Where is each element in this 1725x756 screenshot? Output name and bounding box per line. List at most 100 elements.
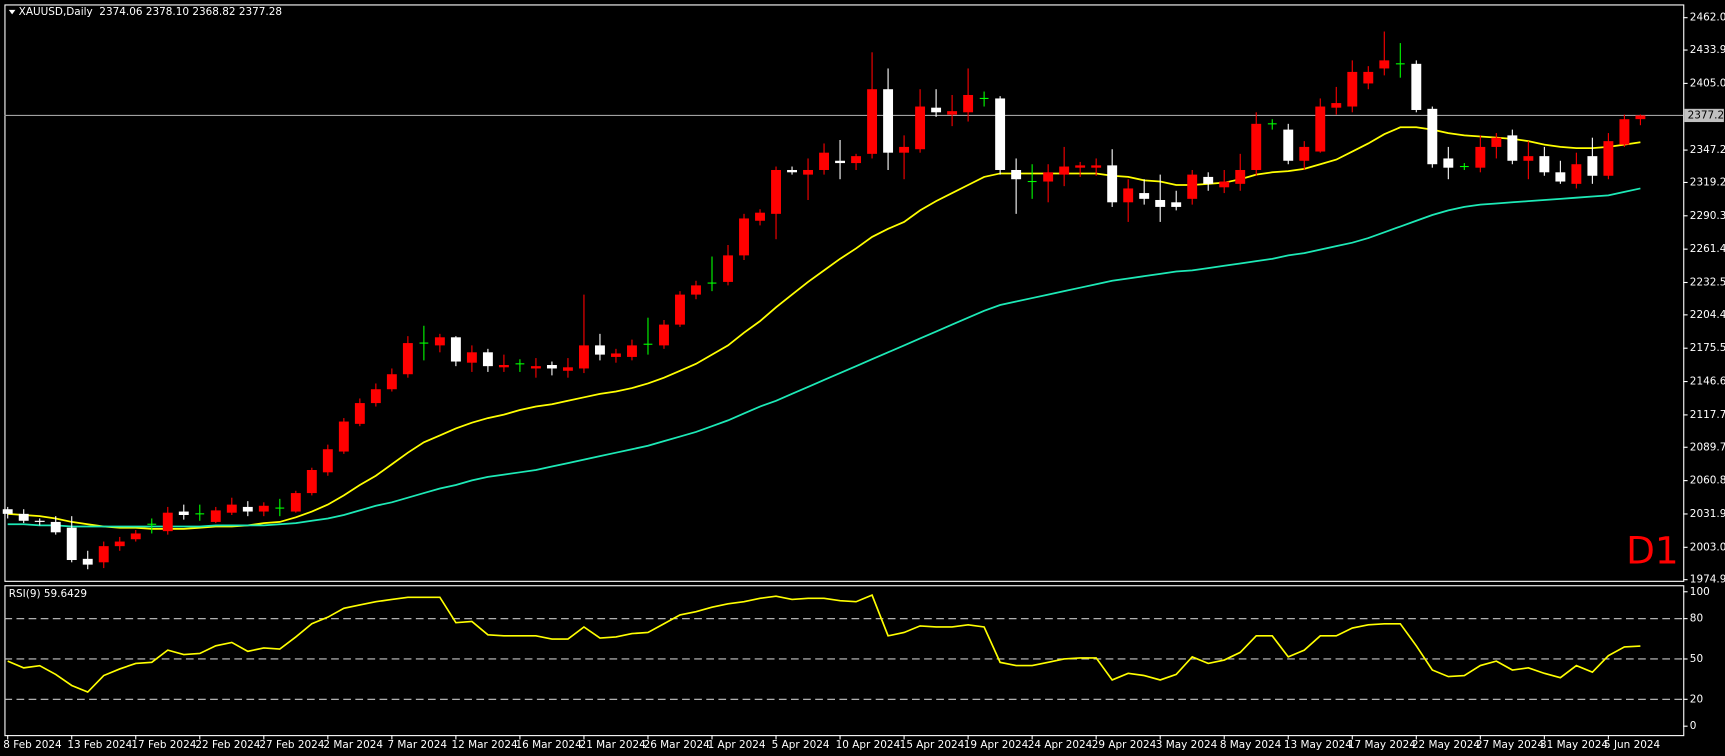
moving-average-line	[7, 187, 1641, 528]
y-tick-label: 2031.90	[1690, 508, 1725, 520]
candle-body	[1107, 165, 1118, 203]
y-tick-label: 2290.30	[1690, 210, 1725, 222]
candle-body	[851, 156, 862, 164]
candle-body	[1363, 71, 1374, 84]
x-tick-label: 17 Feb 2024	[131, 739, 196, 751]
x-tick-label: 8 May 2024	[1220, 739, 1282, 751]
candle-body	[2, 509, 13, 514]
plot-layer: 2462.00 2433.95 2405.05 2347.25 2319.20 2290.…	[2, 12, 1725, 751]
candle-body	[787, 169, 797, 173]
candle-body	[482, 352, 493, 367]
y-tick-label: 2433.95	[1690, 44, 1725, 56]
y-tick-label: 2347.25	[1690, 144, 1725, 156]
candle-body	[1315, 106, 1326, 152]
y-tick-label: 1974.95	[1690, 574, 1725, 586]
candle-body	[114, 541, 125, 547]
y-tick-label: 2117.75	[1690, 409, 1725, 421]
rsi-title: RSI(9) 59.6429	[9, 588, 87, 600]
candle-body	[434, 337, 445, 346]
candle-body	[1219, 181, 1230, 188]
candle-body	[1059, 166, 1070, 175]
candle-body	[1251, 123, 1262, 170]
candle-body	[242, 506, 253, 512]
candle-body	[562, 367, 573, 371]
candle-body	[1203, 176, 1214, 184]
candle-body	[1491, 137, 1502, 147]
x-tick-label: 1 Apr 2024	[708, 739, 766, 751]
candle-body	[1011, 169, 1022, 180]
candle-body	[819, 152, 830, 170]
x-tick-label: 19 Apr 2024	[964, 739, 1029, 751]
y-tick-label: 80	[1690, 613, 1703, 625]
x-tick-label: 8 Feb 2024	[3, 739, 62, 751]
candle-body	[659, 324, 669, 346]
candle-body	[306, 470, 317, 494]
moving-average-line	[7, 126, 1641, 530]
candle-body	[627, 345, 637, 357]
candle-body	[883, 89, 894, 153]
candle-body	[1523, 156, 1534, 161]
y-tick-label: 2175.55	[1690, 342, 1725, 354]
candle-body	[755, 212, 765, 221]
candle-body	[867, 89, 878, 154]
y-tick-label: 0	[1690, 720, 1697, 732]
candle-body	[675, 294, 685, 325]
candle-body	[1555, 172, 1566, 182]
candle-body	[178, 511, 189, 516]
rsi-line	[7, 594, 1641, 694]
candle-body	[1571, 164, 1582, 184]
y-tick-label: 20	[1690, 693, 1703, 705]
candle-body	[210, 510, 221, 522]
candle-body	[803, 169, 813, 175]
candle-body	[578, 345, 589, 369]
current-price-box	[1684, 108, 1724, 123]
candle-body	[1539, 156, 1550, 173]
y-tick-label: 2146.65	[1690, 376, 1725, 388]
candle-body	[50, 521, 61, 533]
y-tick-label: 2261.40	[1690, 243, 1725, 255]
x-tick-label: 2 Mar 2024	[323, 739, 383, 751]
menu-triangle[interactable]	[8, 9, 16, 15]
x-tick-label: 27 May 2024	[1476, 739, 1544, 751]
candle-body	[226, 504, 237, 513]
candle-body	[1043, 172, 1054, 182]
y-tick-label: 2405.05	[1690, 77, 1725, 89]
y-tick-label: 2204.45	[1690, 309, 1725, 321]
candle-body	[370, 389, 381, 404]
y-tick-label: 100	[1690, 586, 1710, 598]
candle-body	[354, 403, 365, 424]
candle-body	[1603, 141, 1614, 176]
candle-body	[498, 364, 509, 368]
candle-body	[1299, 146, 1310, 161]
candle-body	[963, 94, 974, 113]
x-tick-label: 29 Apr 2024	[1092, 739, 1157, 751]
x-tick-label: 5 Jun 2024	[1604, 739, 1661, 751]
candle-body	[1475, 146, 1486, 168]
candle-body	[1123, 188, 1134, 203]
main-panel-frame	[4, 4, 1685, 582]
candle-body	[1139, 193, 1150, 199]
candle-body	[835, 160, 846, 164]
ohlc-readout: 2374.06 2378.10 2368.82 2377.28	[99, 6, 282, 18]
x-tick-label: 13 May 2024	[1284, 739, 1352, 751]
y-tick-label: 2003.00	[1690, 541, 1725, 553]
x-tick-label: 31 May 2024	[1540, 739, 1608, 751]
x-tick-label: 5 Apr 2024	[772, 739, 830, 751]
timeframe-annotation: D1	[1626, 529, 1679, 573]
candle-body	[1427, 108, 1438, 165]
candle-body	[290, 493, 301, 512]
candle-body	[1379, 60, 1390, 69]
candle-body	[1443, 158, 1454, 168]
candle-body	[98, 546, 109, 563]
candle-body	[34, 520, 45, 522]
x-tick-label: 7 Mar 2024	[387, 739, 447, 751]
candle-body	[947, 111, 958, 115]
x-tick-label: 10 Apr 2024	[836, 739, 901, 751]
y-tick-label: 2060.80	[1690, 475, 1725, 487]
candle-body	[723, 255, 733, 282]
y-tick-label: 2462.00	[1690, 12, 1725, 24]
candle-body	[1507, 135, 1518, 161]
y-tick-label: 2319.20	[1690, 176, 1725, 188]
candle-body	[995, 98, 1006, 170]
candle-body	[450, 337, 461, 362]
